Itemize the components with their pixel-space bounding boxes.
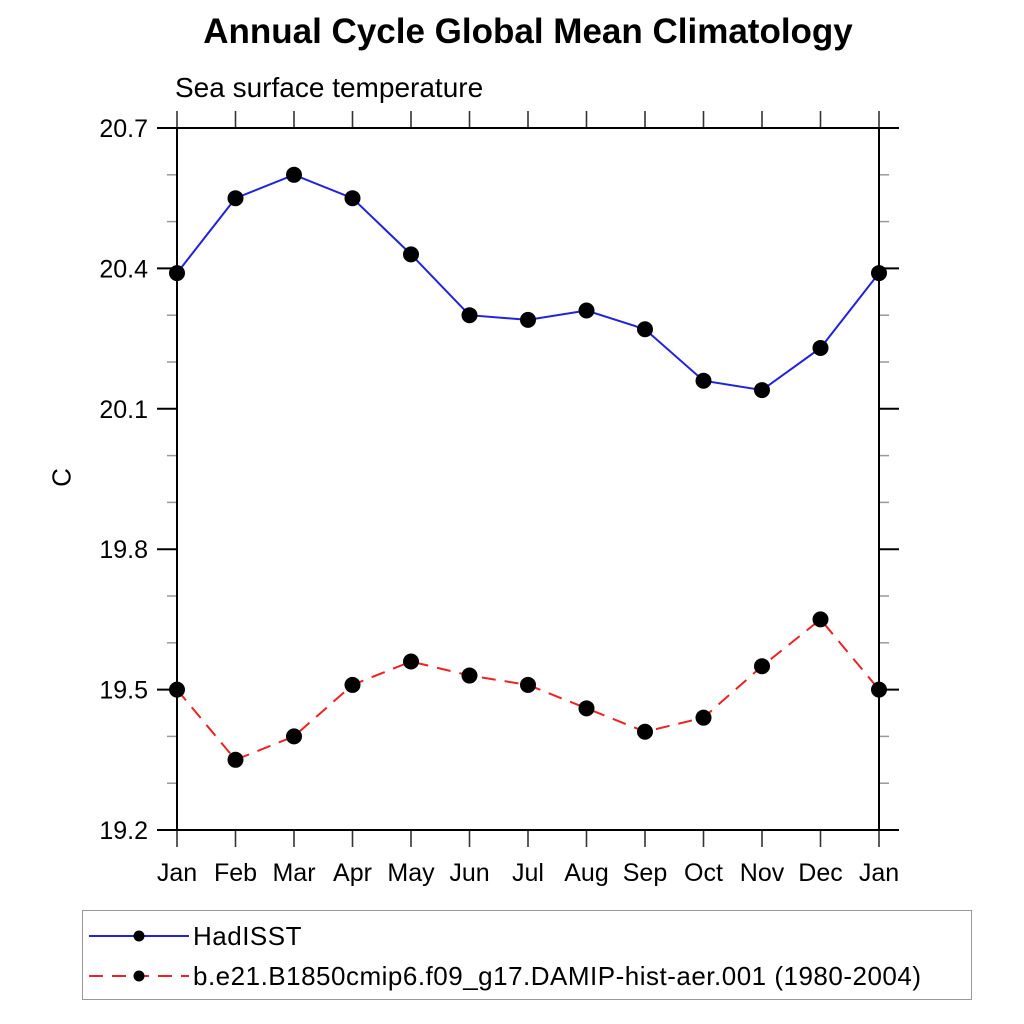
legend-sample-dashed-line-icon: [89, 970, 189, 982]
series-1-marker: [227, 751, 244, 768]
series-1-marker: [169, 681, 185, 698]
x-tick-label: Aug: [564, 859, 608, 887]
series-0-marker: [871, 265, 887, 282]
legend-marker-dot-icon: [133, 970, 145, 982]
x-tick-label: Feb: [214, 859, 257, 887]
legend-entry-model: b.e21.B1850cmip6.f09_g17.DAMIP-hist-aer.…: [83, 956, 971, 996]
y-tick-label: 20.7: [99, 115, 148, 143]
series-1-marker: [871, 681, 887, 698]
series-0-marker: [578, 302, 595, 319]
series-0-marker: [227, 190, 244, 207]
series-line-0: [176, 173, 880, 392]
x-tick-label: Jan: [859, 859, 899, 887]
legend-label-model: b.e21.B1850cmip6.f09_g17.DAMIP-hist-aer.…: [193, 960, 922, 991]
legend-sample-solid-line-icon: [89, 930, 189, 942]
legend-marker-dot-icon: [133, 930, 145, 942]
y-tick-label: 20.1: [99, 396, 148, 424]
series-0-marker: [520, 311, 536, 328]
y-tick-label: 19.8: [99, 536, 148, 564]
series-0-marker: [286, 166, 302, 183]
legend-label-hadisst: HadISST: [193, 920, 302, 951]
series-1-marker: [344, 676, 361, 693]
series-1-marker: [578, 700, 595, 717]
series-1-marker: [754, 658, 770, 675]
chart-title: Annual Cycle Global Mean Climatology: [203, 12, 853, 51]
x-tick-label: May: [387, 859, 435, 887]
series-0-marker: [169, 265, 185, 282]
legend-box: HadISST b.e21.B1850cmip6.f09_g17.DAMIP-h…: [82, 910, 972, 1000]
series-0-marker: [403, 246, 419, 263]
series-0-marker: [754, 382, 770, 399]
series-0-marker: [344, 190, 361, 207]
series-1-marker: [403, 653, 419, 670]
series-1-marker: [286, 728, 302, 745]
x-tick-label: Apr: [333, 859, 372, 887]
series-1-marker: [637, 723, 653, 740]
x-tick-label: Jul: [512, 859, 544, 887]
x-tick-label: Jan: [157, 859, 197, 887]
series-0-marker: [695, 372, 712, 389]
series-1-marker: [812, 611, 829, 628]
chart-subtitle: Sea surface temperature: [175, 72, 484, 103]
x-tick-label: Mar: [272, 859, 315, 887]
x-tick-label: Dec: [798, 859, 842, 887]
y-tick-label: 19.2: [99, 817, 148, 845]
y-tick-label: 19.5: [99, 677, 148, 705]
x-tick-label: Oct: [684, 859, 723, 887]
legend-entry-hadisst: HadISST: [83, 916, 971, 956]
series-0-marker: [812, 339, 829, 356]
y-tick-label: 20.4: [99, 255, 148, 283]
series-0-marker: [637, 321, 653, 338]
series-1-marker: [461, 667, 478, 684]
series-1-marker: [695, 709, 712, 726]
x-tick-label: Nov: [740, 859, 785, 887]
x-tick-label: Sep: [623, 859, 667, 887]
plot-frame: [176, 127, 880, 831]
x-tick-label: Jun: [449, 859, 489, 887]
series-0-marker: [461, 307, 478, 324]
series-1-marker: [520, 676, 536, 693]
